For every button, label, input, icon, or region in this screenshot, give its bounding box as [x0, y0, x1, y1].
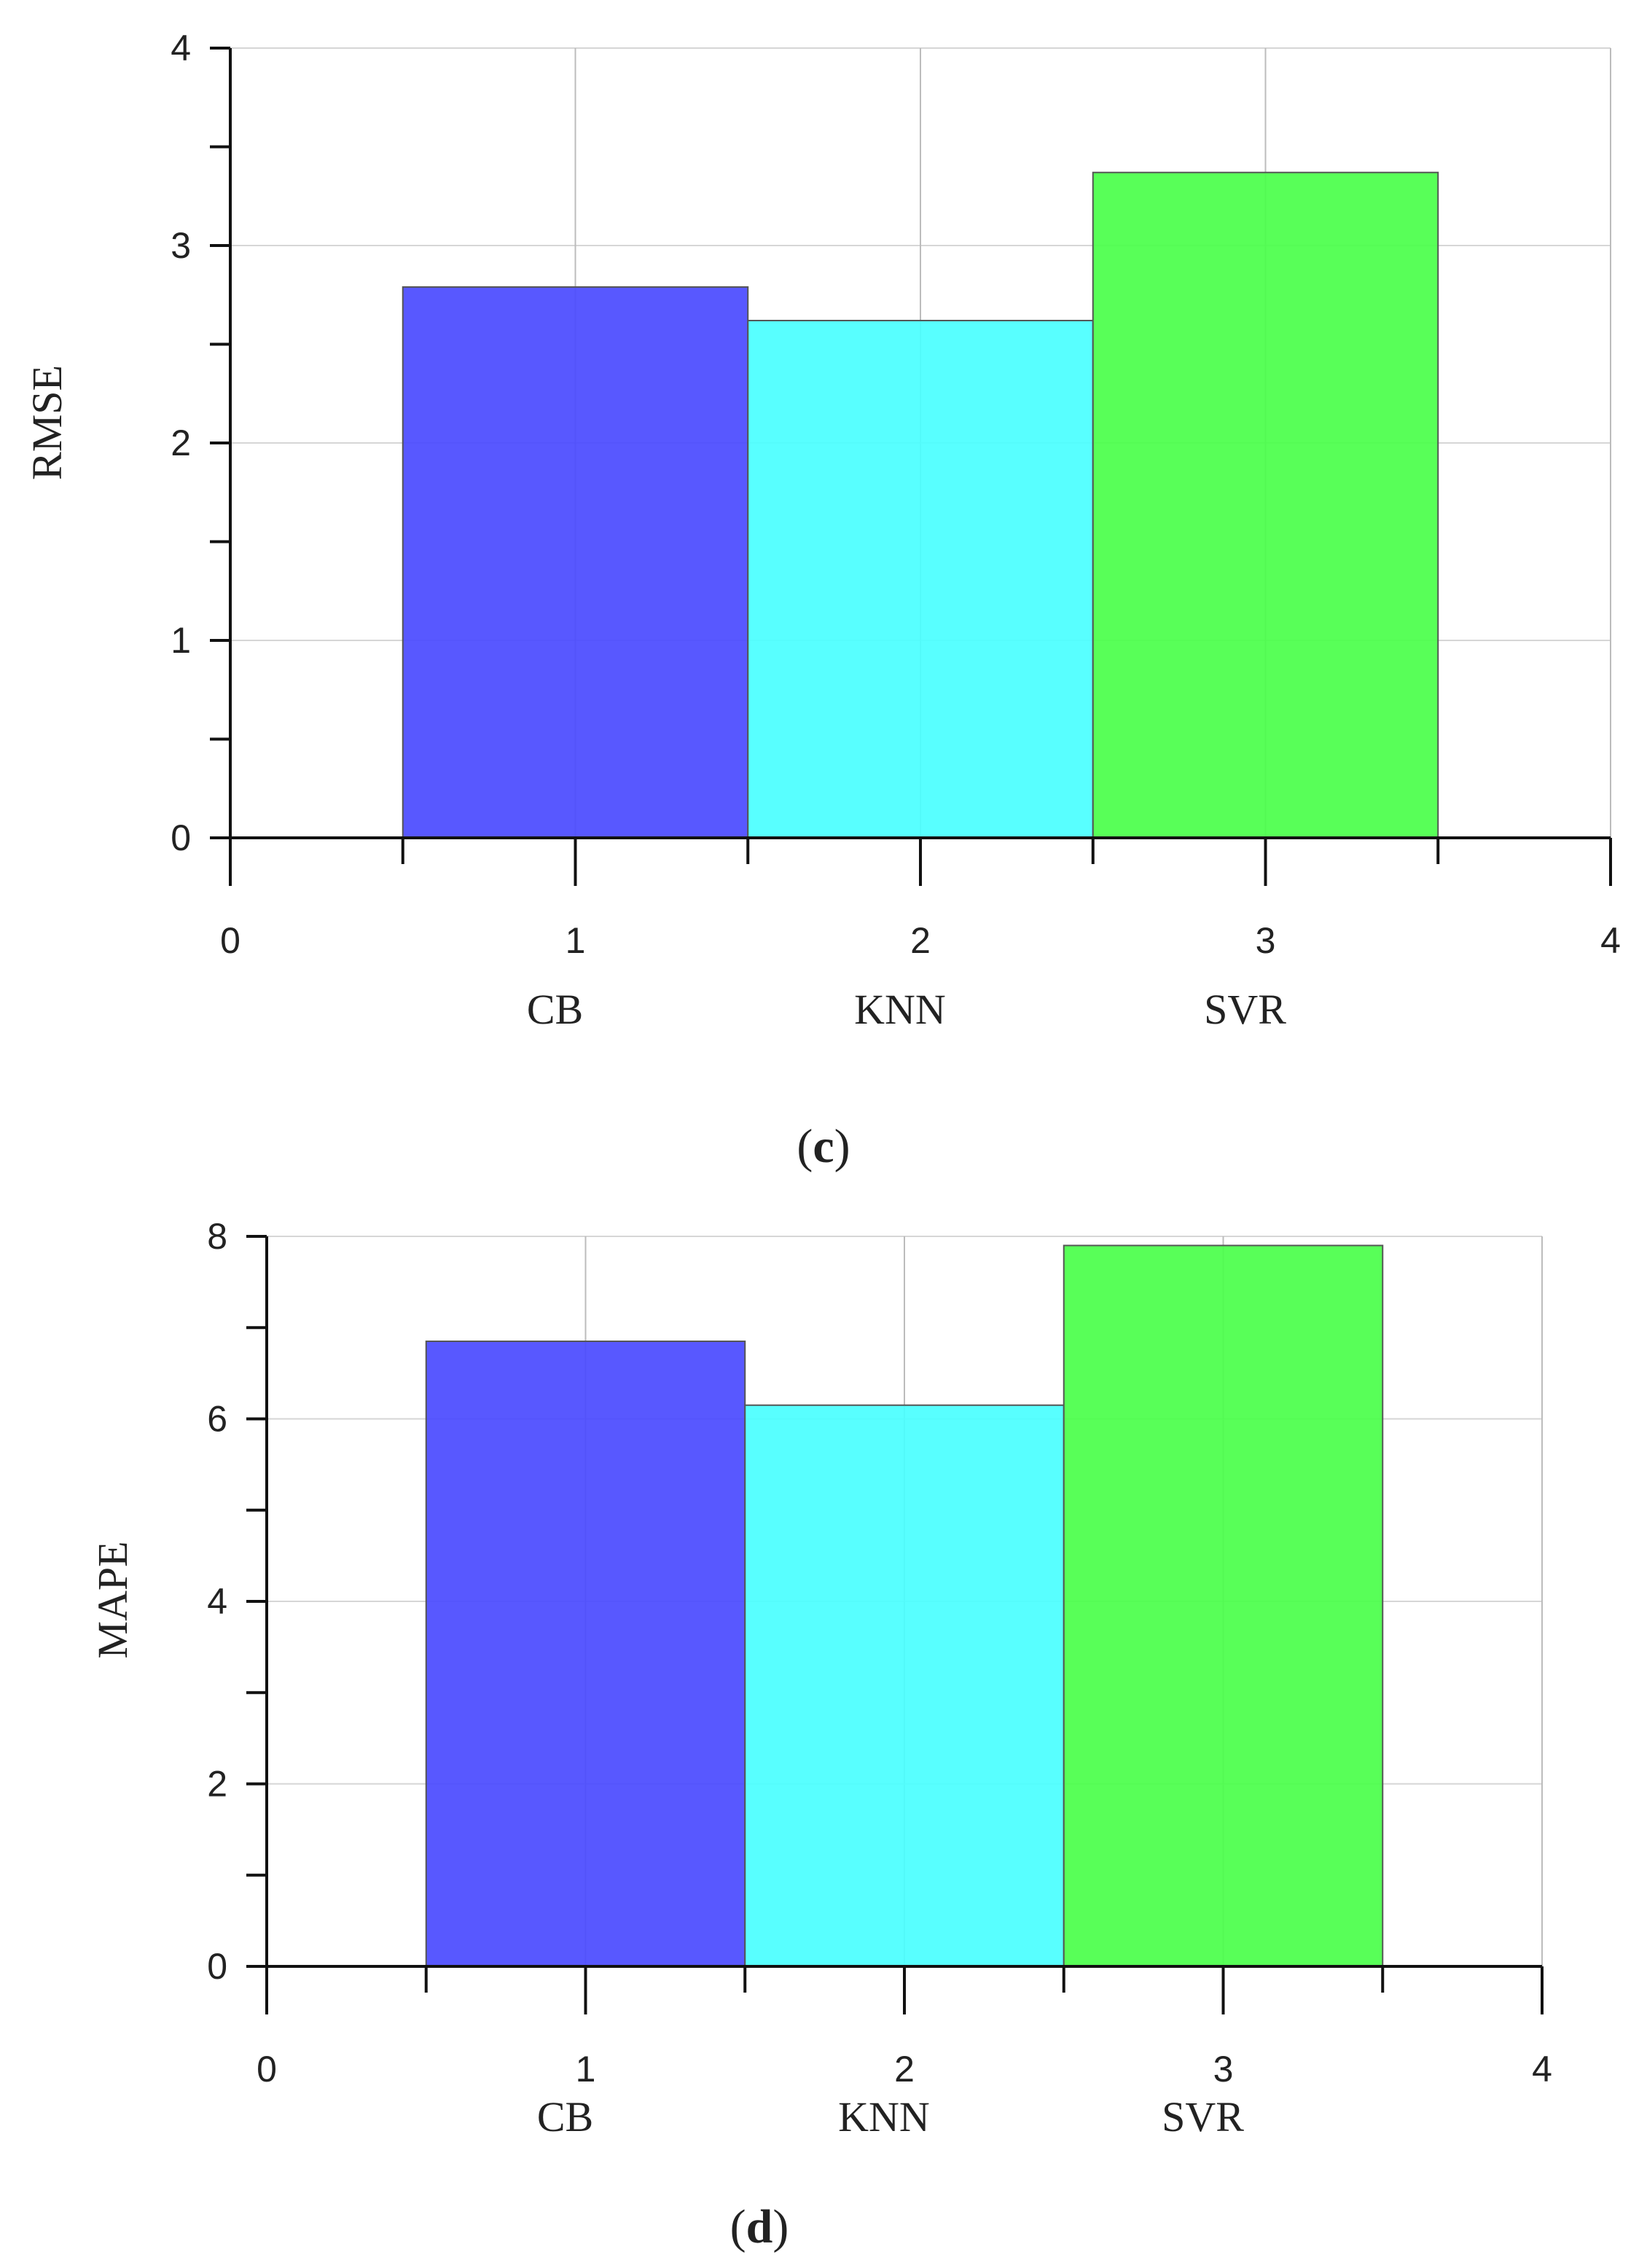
- rmse-y-tick-labels: 0 1 2 3 4: [171, 28, 191, 858]
- rmse-category-knn: KNN: [854, 986, 946, 1033]
- rmse-x-tick-labels: 0 1 2 3 4: [220, 920, 1621, 961]
- rmse-chart: 0 1 2 3 4 0 1 2 3 4 CB KNN SVR RMSE (c): [23, 28, 1621, 1173]
- rmse-x-tick-label: 3: [1256, 920, 1276, 961]
- mape-x-tick-label: 1: [576, 2049, 596, 2090]
- panel-label-c: (c): [797, 1120, 850, 1173]
- rmse-bar-svr: [1092, 171, 1439, 839]
- rmse-y-tick-label: 4: [171, 28, 191, 68]
- mape-axes: [246, 1235, 1544, 2014]
- mape-y-tick-label: 4: [207, 1581, 227, 1622]
- mape-x-tick-label: 3: [1213, 2049, 1234, 2090]
- rmse-y-axis-title: RMSE: [23, 365, 71, 480]
- mape-y-axis-title: MAPE: [89, 1541, 136, 1658]
- rmse-bar-knn: [747, 319, 1094, 839]
- rmse-category-labels: CB KNN SVR: [527, 986, 1286, 1033]
- mape-category-labels: CB KNN SVR: [537, 2093, 1244, 2141]
- mape-bar-svr: [1063, 1244, 1384, 1967]
- mape-category-svr: SVR: [1162, 2093, 1244, 2141]
- mape-bar-cb: [425, 1341, 746, 1967]
- rmse-bars: [402, 171, 1439, 839]
- mape-y-tick-label: 0: [207, 1946, 227, 1987]
- rmse-x-tick-label: 2: [910, 920, 931, 961]
- panel-letter-c: c: [813, 1120, 834, 1173]
- mape-x-tick-label: 2: [894, 2049, 915, 2090]
- rmse-y-tick-label: 2: [171, 423, 191, 463]
- panel-label-d: (d): [730, 2200, 789, 2253]
- rmse-category-svr: SVR: [1204, 986, 1286, 1033]
- mape-bar-knn: [744, 1404, 1065, 1967]
- mape-chart: 0 2 4 6 8 0 1 2 3 4 CB KNN SVR MAPE (d): [89, 1216, 1552, 2253]
- rmse-x-tick-label: 0: [220, 920, 240, 961]
- rmse-x-tick-label: 4: [1600, 920, 1621, 961]
- rmse-y-tick-label: 0: [171, 817, 191, 858]
- rmse-category-cb: CB: [527, 986, 583, 1033]
- rmse-bar-cb: [402, 286, 749, 839]
- mape-category-knn: KNN: [838, 2093, 930, 2141]
- mape-x-tick-label: 0: [257, 2049, 277, 2090]
- mape-y-tick-labels: 0 2 4 6 8: [207, 1216, 227, 1987]
- panel-letter-d: d: [746, 2200, 773, 2253]
- mape-y-tick-label: 6: [207, 1399, 227, 1440]
- mape-x-tick-labels: 0 1 2 3 4: [257, 2049, 1552, 2090]
- rmse-y-tick-label: 3: [171, 225, 191, 266]
- rmse-y-tick-label: 1: [171, 620, 191, 661]
- mape-x-tick-label: 4: [1532, 2049, 1552, 2090]
- rmse-x-tick-label: 1: [566, 920, 586, 961]
- mape-y-tick-label: 8: [207, 1216, 227, 1257]
- mape-bars: [425, 1244, 1384, 1967]
- rmse-axes: [210, 47, 1612, 886]
- mape-category-cb: CB: [537, 2093, 593, 2141]
- mape-y-tick-label: 2: [207, 1764, 227, 1805]
